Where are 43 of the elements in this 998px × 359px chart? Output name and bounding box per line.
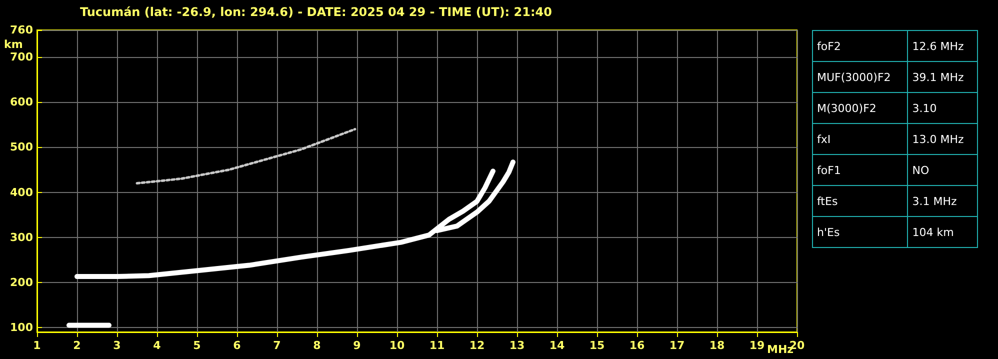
y-tick-label: 700 bbox=[10, 50, 34, 64]
x-tick-label: 12 bbox=[469, 339, 485, 352]
y-axis-title: km bbox=[4, 38, 23, 51]
text: 39.1 MHz bbox=[912, 70, 964, 84]
y-tick-label: 760 bbox=[10, 24, 34, 36]
y-tick-label: 600 bbox=[10, 96, 34, 109]
x-tick-label: 18 bbox=[709, 339, 725, 352]
x-tick-label: 19 bbox=[749, 339, 765, 352]
x-tick-label: 4 bbox=[153, 339, 162, 352]
x-tick-label: 1 bbox=[33, 339, 41, 352]
category-label: M(3000)F2 bbox=[812, 92, 908, 124]
text: 104 km bbox=[912, 226, 954, 238]
text: 3.1 MHz bbox=[912, 194, 957, 208]
text: 12.6 MHz bbox=[912, 40, 964, 52]
text: 3.10 bbox=[912, 102, 937, 114]
x-tick-label: 15 bbox=[589, 339, 605, 352]
x-tick-label: 14 bbox=[549, 339, 565, 352]
y-tick-label: 300 bbox=[10, 230, 34, 244]
category-label: h'Es bbox=[812, 216, 908, 248]
x-tick-label: 10 bbox=[389, 339, 405, 352]
y-tick-label: 100 bbox=[10, 320, 34, 334]
y-tick-label: 200 bbox=[10, 276, 34, 289]
y-tick-label: 500 bbox=[10, 140, 34, 154]
text: 13.0 MHz bbox=[912, 132, 964, 146]
category-label: foF2 bbox=[812, 30, 908, 62]
x-tick-label: 8 bbox=[313, 339, 321, 352]
x-tick-label: 9 bbox=[353, 339, 361, 352]
y-tick-label: 400 bbox=[10, 186, 34, 199]
x-tick-label: 2 bbox=[73, 339, 81, 352]
x-tick-label: 13 bbox=[509, 339, 525, 352]
text: NO bbox=[912, 164, 930, 176]
x-tick-label: 3 bbox=[113, 339, 121, 352]
x-tick-label: 6 bbox=[233, 339, 242, 352]
category-label: MUF(3000)F2 bbox=[812, 62, 908, 92]
category-label: ftEs bbox=[812, 186, 908, 216]
chart-title: Tucumán (lat: -26.9, lon: 294.6) - DATE: 2025 04 29 - TIME (UT): 21:40 bbox=[80, 5, 552, 19]
category-label: fxI bbox=[812, 124, 908, 154]
x-tick-label: 7 bbox=[273, 339, 281, 352]
x-tick-label: 5 bbox=[193, 339, 201, 352]
x-tick-label: 16 bbox=[629, 339, 645, 352]
x-tick-label: 11 bbox=[429, 339, 445, 352]
x-tick-label: 17 bbox=[669, 339, 685, 352]
category-label: foF1 bbox=[812, 154, 908, 186]
